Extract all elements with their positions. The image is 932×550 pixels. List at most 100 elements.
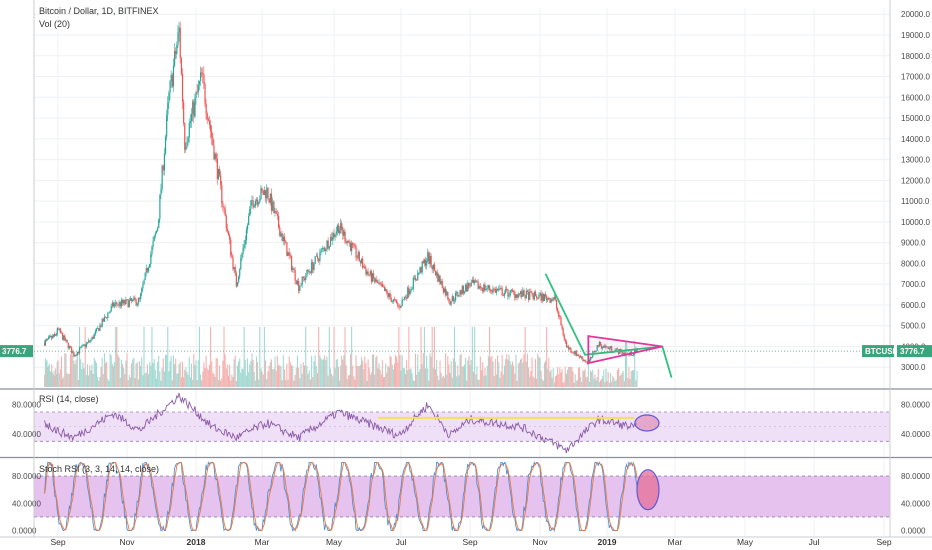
candle-body — [354, 244, 356, 247]
candle-body — [398, 305, 400, 307]
volume-bar — [519, 359, 522, 387]
candle-body — [88, 340, 90, 343]
volume-bar — [159, 371, 161, 387]
volume-bar — [293, 380, 295, 387]
volume-bar — [283, 369, 286, 387]
candle-body — [224, 208, 226, 216]
candle-body — [75, 355, 77, 356]
volume-bar — [250, 360, 252, 387]
candle-body — [449, 301, 451, 305]
candle-body — [457, 292, 459, 297]
volume-bar — [141, 357, 143, 387]
candle-body — [164, 136, 167, 154]
volume-bar — [462, 366, 464, 387]
candle-body — [472, 279, 475, 284]
volume-bar — [540, 370, 542, 387]
volume-bar — [492, 361, 494, 387]
candle-body — [510, 289, 513, 291]
price-axis-tick-label: 19000.0 — [901, 31, 930, 40]
candle-body — [51, 336, 53, 339]
candle-body — [572, 352, 574, 354]
volume-bar — [514, 373, 516, 387]
candle-body — [485, 289, 487, 291]
volume-bar — [66, 373, 68, 387]
candle-body — [120, 300, 123, 307]
volume-bar — [331, 373, 333, 387]
volume-bar — [89, 365, 91, 387]
candle-body — [420, 267, 422, 273]
candle-body — [301, 276, 303, 285]
volume-bar — [630, 370, 632, 387]
volume-bar — [531, 357, 533, 387]
candle-body — [406, 297, 408, 299]
volume-bar — [320, 358, 322, 387]
candle-body — [410, 288, 412, 291]
volume-bar — [175, 358, 177, 387]
candle-body — [82, 344, 84, 346]
candle-body — [541, 294, 543, 301]
last-price-label-left: 3776.7 — [2, 347, 27, 356]
volume-bar — [460, 354, 462, 387]
candle-body — [584, 359, 586, 362]
volume-bar — [183, 377, 185, 387]
volume-bar — [235, 380, 237, 387]
volume-bar — [503, 365, 506, 387]
volume-bar — [474, 327, 476, 387]
volume-bar — [428, 380, 430, 387]
volume-bar — [590, 370, 592, 387]
volume-bar — [315, 365, 317, 387]
candle-body — [177, 32, 179, 46]
volume-bar — [352, 365, 354, 387]
volume-bar — [170, 356, 172, 387]
candle-body — [575, 350, 577, 356]
stoch-left-tick-label: 80.0000 — [12, 472, 41, 481]
candle-body — [436, 272, 438, 276]
volume-bar — [472, 371, 475, 387]
candle-body — [111, 302, 113, 307]
candle-body — [616, 348, 619, 350]
candle-body — [103, 316, 106, 322]
candle-body — [59, 328, 61, 333]
volume-bar — [162, 358, 164, 387]
candle-body — [175, 50, 177, 55]
volume-bar — [351, 327, 353, 387]
candle-body — [401, 299, 403, 307]
candle-body — [147, 267, 150, 272]
candle-body — [181, 73, 184, 102]
volume-bar — [241, 368, 243, 387]
volume-bar — [470, 359, 472, 387]
volume-bar — [554, 376, 556, 387]
volume-bar — [249, 364, 251, 387]
candle-body — [258, 202, 260, 205]
volume-bar — [598, 382, 600, 387]
volume-bar — [147, 374, 150, 387]
volume-bar — [482, 362, 484, 387]
candle-body — [137, 298, 140, 304]
candle-body — [416, 279, 418, 281]
symbol-badge-label: BTCUSD — [865, 347, 899, 356]
candle-body — [112, 302, 115, 307]
candle-body — [246, 225, 249, 230]
time-axis-tick-label: Sep — [462, 537, 477, 547]
volume-bar — [550, 369, 552, 387]
volume-bar — [505, 358, 507, 387]
volume-bar — [446, 374, 448, 387]
candle-body — [469, 285, 471, 287]
volume-bar — [334, 368, 336, 387]
volume-bar — [613, 377, 615, 387]
volume-bar — [153, 359, 155, 387]
volume-bar — [197, 360, 199, 387]
candle-body — [537, 298, 539, 299]
candle-body — [250, 200, 252, 210]
volume-bar — [560, 372, 562, 387]
candle-body — [265, 190, 267, 199]
candle-body — [579, 356, 581, 358]
candle-body — [225, 215, 227, 229]
candle-body — [178, 27, 180, 33]
candle-body — [201, 72, 203, 74]
volume-bar — [397, 362, 399, 387]
candle-body — [521, 291, 523, 297]
volume-bar — [47, 366, 49, 387]
volume-bar — [544, 360, 547, 387]
